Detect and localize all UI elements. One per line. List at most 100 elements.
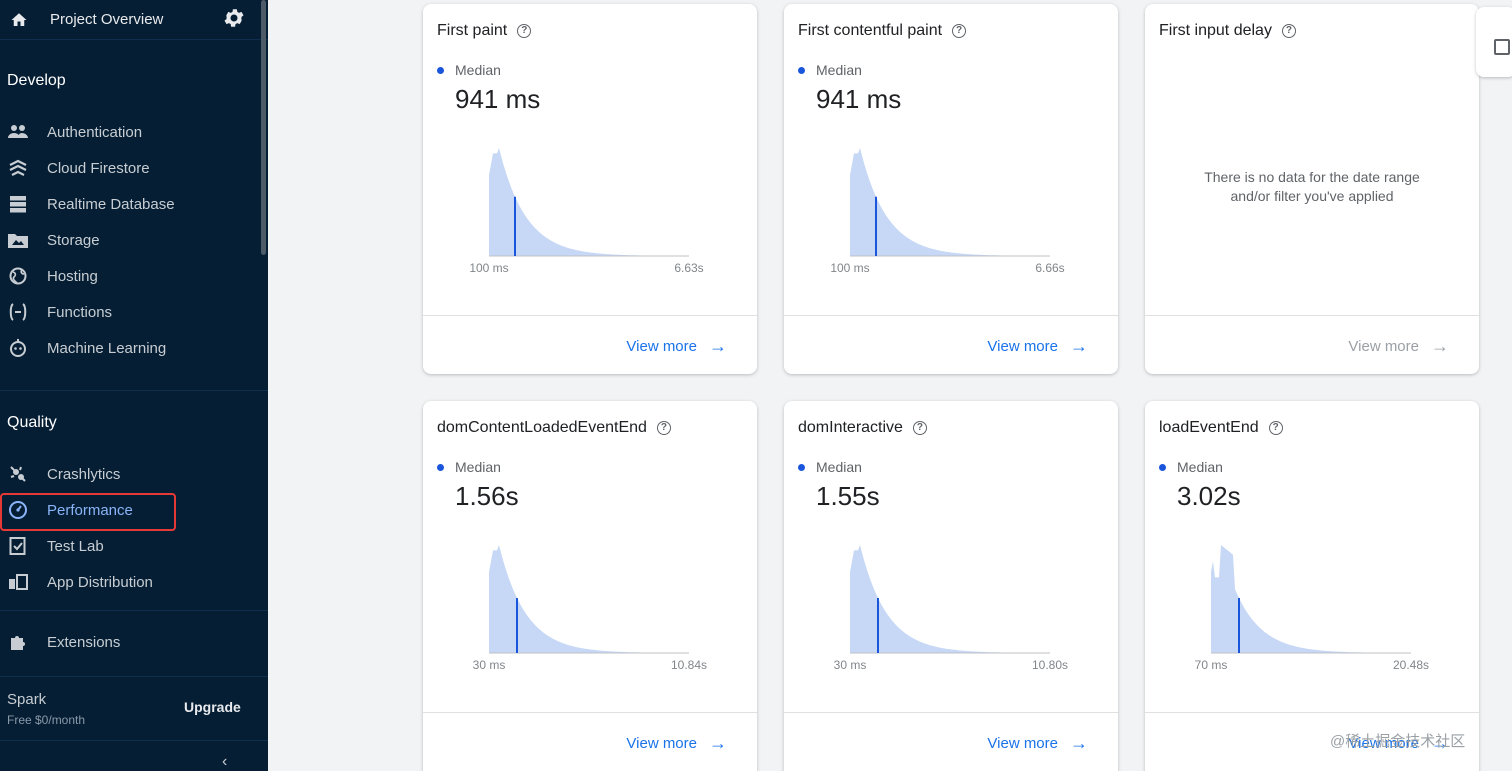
- upgrade-button[interactable]: Upgrade: [184, 699, 241, 715]
- quality-section: Quality: [0, 414, 268, 432]
- sidebar-item-authentication[interactable]: Authentication: [0, 114, 268, 150]
- x-max-label: 6.66s: [1035, 261, 1064, 275]
- sidebar-item-label: Performance: [47, 501, 133, 519]
- project-overview-label: Project Overview: [50, 11, 164, 28]
- metric-card-first-contentful-paint: First contentful paint? Median 941 ms 10…: [784, 4, 1118, 374]
- sidebar-item-hosting[interactable]: Hosting: [0, 258, 268, 294]
- develop-section: Develop: [0, 72, 268, 90]
- metric-card-first-paint: First paint? Median 941 ms 100 ms 6.63s V…: [423, 4, 757, 374]
- gear-icon[interactable]: [222, 6, 246, 30]
- sidebar-item-label: Test Lab: [47, 537, 104, 555]
- help-icon[interactable]: ?: [517, 24, 532, 38]
- empty-line: and/or filter you've applied: [1230, 188, 1394, 204]
- sidebar: Project Overview Develop Authentication …: [0, 0, 268, 771]
- users-icon: [7, 121, 29, 143]
- functions-icon: [7, 301, 29, 323]
- view-more-label: View more: [1348, 735, 1419, 752]
- view-more-link[interactable]: View more →: [987, 336, 1088, 357]
- sidebar-item-crashlytics[interactable]: Crashlytics: [0, 456, 268, 492]
- database-icon: [7, 193, 29, 215]
- arrow-right-icon: →: [709, 733, 727, 753]
- help-icon[interactable]: ?: [656, 421, 671, 435]
- sidebar-item-performance[interactable]: Performance: [0, 492, 268, 528]
- help-icon[interactable]: ?: [1281, 24, 1296, 38]
- sidebar-item-label: Authentication: [47, 123, 143, 141]
- card-title: domContentLoadedEventEnd: [437, 419, 647, 436]
- x-max-label: 10.84s: [671, 658, 707, 672]
- median-value: 941 ms: [455, 84, 541, 114]
- card-title: First input delay: [1159, 22, 1272, 39]
- plan-name: Spark: [7, 691, 47, 708]
- sidebar-item-functions[interactable]: Functions: [0, 294, 268, 330]
- sidebar-item-label: Hosting: [47, 267, 98, 285]
- x-min-label: 30 ms: [834, 658, 867, 672]
- card-title: First paint: [437, 22, 508, 39]
- median-dot-icon: [437, 66, 444, 74]
- performance-icon: [7, 499, 29, 521]
- card-footer: View more →: [1145, 315, 1479, 374]
- watermark: @稀土掘金技术社区: [1330, 733, 1466, 750]
- median-value: 3.02s: [1177, 481, 1241, 511]
- sidebar-item-test-lab[interactable]: Test Lab: [0, 528, 268, 564]
- legend: Median: [798, 62, 862, 78]
- sidebar-item-machine-learning[interactable]: Machine Learning: [0, 330, 268, 366]
- legend-label: Median: [816, 459, 862, 475]
- legend-label: Median: [1177, 459, 1223, 475]
- card-footer: View more →: [784, 712, 1118, 771]
- quality-heading: Quality: [7, 414, 57, 431]
- sidebar-item-label: Functions: [47, 303, 113, 321]
- arrow-right-icon: →: [709, 336, 727, 356]
- median-dot-icon: [798, 463, 805, 471]
- crashlytics-icon: [7, 463, 29, 485]
- help-icon[interactable]: ?: [1268, 421, 1283, 435]
- view-more-link[interactable]: View more →: [987, 733, 1088, 754]
- arrow-right-icon: →: [1070, 733, 1088, 753]
- metric-card-dom-interactive: domInteractive? Median 1.55s 30 ms 10.80s…: [784, 401, 1118, 771]
- sidebar-scrollbar[interactable]: [261, 0, 266, 255]
- sidebar-item-extensions[interactable]: Extensions: [0, 624, 268, 660]
- sidebar-item-app-distribution[interactable]: App Distribution: [0, 564, 268, 600]
- x-min-label: 100 ms: [469, 261, 508, 275]
- empty-line: There is no data for the date range: [1204, 169, 1420, 185]
- view-more-label: View more: [626, 735, 697, 752]
- card-title: domInteractive: [798, 419, 903, 436]
- app-distribution-icon: [7, 571, 29, 593]
- view-more-link[interactable]: View more →: [626, 336, 727, 357]
- side-panel-tab[interactable]: [1476, 7, 1512, 77]
- view-more-link[interactable]: View more →: [1348, 733, 1449, 754]
- x-min-label: 100 ms: [830, 261, 869, 275]
- plan-panel: Spark Free $0/month Upgrade: [0, 676, 268, 740]
- sidebar-item-label: Machine Learning: [47, 339, 167, 357]
- x-min-label: 30 ms: [473, 658, 506, 672]
- median-dot-icon: [437, 463, 444, 471]
- sidebar-item-storage[interactable]: Storage: [0, 222, 268, 258]
- distribution-area: [850, 148, 1050, 256]
- distribution-chart: 30 ms 10.84s: [473, 545, 707, 672]
- view-more-label: View more: [987, 338, 1058, 355]
- view-more-link[interactable]: View more →: [626, 733, 727, 754]
- sidebar-item-label: Crashlytics: [47, 465, 121, 483]
- legend-label: Median: [455, 62, 501, 78]
- sidebar-divider: [0, 390, 268, 391]
- view-more-label: View more: [1348, 338, 1419, 355]
- card-title: First contentful paint: [798, 22, 943, 39]
- view-more-label: View more: [987, 735, 1058, 752]
- median-value: 941 ms: [816, 84, 902, 114]
- sidebar-item-realtime-database[interactable]: Realtime Database: [0, 186, 268, 222]
- sidebar-divider: [0, 610, 268, 611]
- sidebar-item-cloud-firestore[interactable]: Cloud Firestore: [0, 150, 268, 186]
- project-overview[interactable]: Project Overview: [0, 0, 268, 40]
- quality-list: Crashlytics Performance Test Lab App Dis…: [0, 456, 268, 600]
- arrow-right-icon: →: [1070, 336, 1088, 356]
- arrow-right-icon: →: [1431, 336, 1449, 356]
- view-more-link[interactable]: View more →: [1348, 336, 1449, 357]
- sidebar-item-label: Realtime Database: [47, 195, 175, 213]
- metric-card-load-event-end: loadEventEnd? Median 3.02s 70 ms 20.48s V…: [1145, 401, 1479, 771]
- collapse-sidebar[interactable]: ‹: [0, 740, 268, 771]
- card-title: loadEventEnd: [1159, 419, 1259, 436]
- distribution-chart: 70 ms 20.48s: [1195, 545, 1429, 672]
- develop-heading: Develop: [7, 72, 66, 89]
- help-icon[interactable]: ?: [952, 24, 967, 38]
- help-icon[interactable]: ?: [912, 421, 927, 435]
- distribution-area: [850, 545, 1050, 653]
